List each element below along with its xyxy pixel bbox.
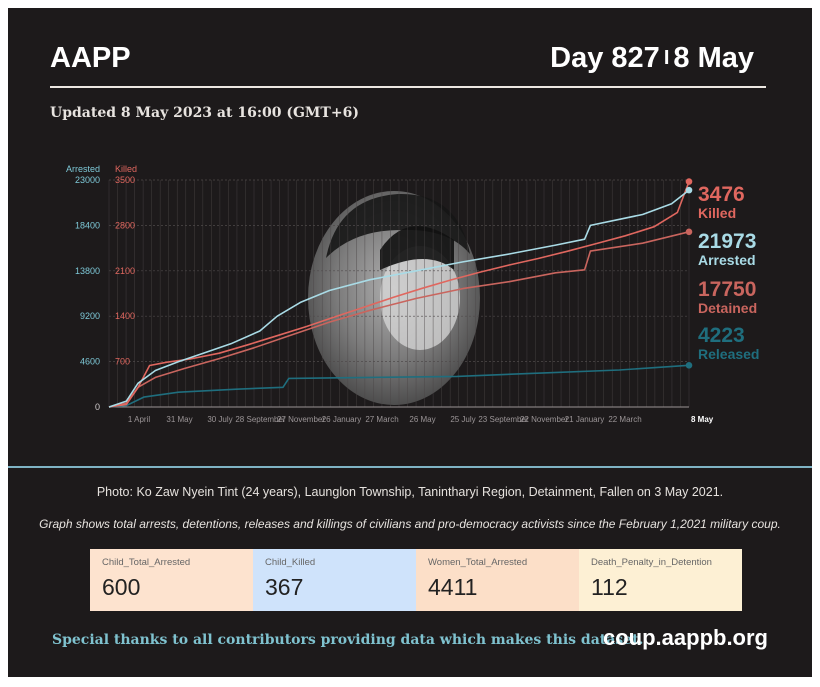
stat-value: 4411 xyxy=(428,574,478,600)
x-tick-label: 23 September xyxy=(478,415,529,424)
series-value-detained: 17750 xyxy=(698,278,756,301)
x-tick-label: 21 January xyxy=(565,415,605,424)
series-end-marker-killed xyxy=(685,178,693,185)
series-line-killed xyxy=(108,181,690,408)
stat-value: 112 xyxy=(591,574,628,600)
site-url[interactable]: coup.aappb.org xyxy=(603,625,768,650)
stats-row: Child_Total_Arrested 600 Child_Killed 36… xyxy=(90,549,742,611)
stat-card: Women_Total_Arrested 4411 xyxy=(416,549,579,611)
stat-card: Child_Killed 367 xyxy=(253,549,416,611)
day-label: Day 827 xyxy=(550,42,660,74)
x-tick-label: 31 May xyxy=(166,415,192,424)
stat-card: Child_Total_Arrested 600 xyxy=(90,549,253,611)
series-line-detained xyxy=(108,231,690,408)
stat-label: Child_Killed xyxy=(265,557,316,568)
x-tick-label: 22 November xyxy=(520,415,568,424)
stat-label: Child_Total_Arrested xyxy=(102,557,191,568)
updated-timestamp: Updated 8 May 2023 at 16:00 (GMT+6) xyxy=(50,105,359,121)
infographic-card: AAPP Day 827 I 8 May Updated 8 May 2023 at… xyxy=(8,8,812,677)
series-name-arrested: Arrested xyxy=(698,252,756,268)
stat-value: 600 xyxy=(102,574,141,600)
day-counter: Day 827 I 8 May xyxy=(550,42,754,75)
right-tick-label: 2100 xyxy=(115,266,135,276)
left-tick-label: 13800 xyxy=(75,266,100,276)
x-tick-label: 27 November xyxy=(277,415,325,424)
series-line-released xyxy=(108,364,690,408)
org-title: AAPP xyxy=(50,42,131,74)
x-tick-label: 30 July xyxy=(207,415,232,424)
series-name-killed: Killed xyxy=(698,205,736,221)
stat-value: 367 xyxy=(265,574,304,600)
series-name-released: Released xyxy=(698,346,759,362)
left-tick-label: 4600 xyxy=(80,357,100,367)
day-separator: I xyxy=(663,47,670,69)
series-value-killed: 3476 xyxy=(698,183,745,206)
left-tick-label: 9200 xyxy=(80,311,100,321)
right-axis-title: Killed xyxy=(115,164,137,174)
right-tick-label: 1400 xyxy=(115,311,135,321)
stat-label: Women_Total_Arrested xyxy=(428,557,528,568)
left-tick-label: 0 xyxy=(95,402,100,412)
x-tick-label: 8 May xyxy=(691,415,714,424)
line-chart: Arrested Killed 0 4600 9200 13800 18400 23000 70… xyxy=(66,164,760,424)
stat-label: Death_Penalty_in_Detention xyxy=(591,557,712,568)
x-tick-label: 22 March xyxy=(608,415,641,424)
series-name-detained: Detained xyxy=(698,300,757,316)
graph-note: Graph shows total arrests, detentions, r… xyxy=(39,517,781,531)
series-end-marker-released xyxy=(685,362,693,369)
right-tick-label: 700 xyxy=(115,357,130,367)
right-tick-label: 3500 xyxy=(115,175,135,185)
x-tick-label: 25 July xyxy=(450,415,475,424)
left-tick-label: 23000 xyxy=(75,175,100,185)
x-tick-label: 27 March xyxy=(365,415,398,424)
photo-portrait xyxy=(308,191,480,405)
photo-caption: Photo: Ko Zaw Nyein Tint (24 years), Lau… xyxy=(96,485,724,499)
x-tick-label: 28 September xyxy=(235,415,286,424)
series-value-arrested: 21973 xyxy=(698,230,756,253)
date-label: 8 May xyxy=(673,42,754,74)
section-divider xyxy=(8,466,812,468)
stat-card: Death_Penalty_in_Detention 112 xyxy=(579,549,742,611)
x-tick-label: 26 January xyxy=(322,415,362,424)
right-tick-label: 2800 xyxy=(115,220,135,230)
series-end-marker-detained xyxy=(685,228,693,236)
series-value-released: 4223 xyxy=(698,324,745,347)
left-tick-label: 18400 xyxy=(75,220,100,230)
header-rule xyxy=(50,86,766,88)
left-axis-title: Arrested xyxy=(66,164,100,174)
x-tick-label: 1 April xyxy=(128,415,150,424)
series-end-marker-arrested xyxy=(685,186,693,194)
x-tick-label: 26 May xyxy=(409,415,435,424)
thanks-note: Special thanks to all contributors provi… xyxy=(52,632,644,648)
series-line-arrested xyxy=(108,189,690,408)
